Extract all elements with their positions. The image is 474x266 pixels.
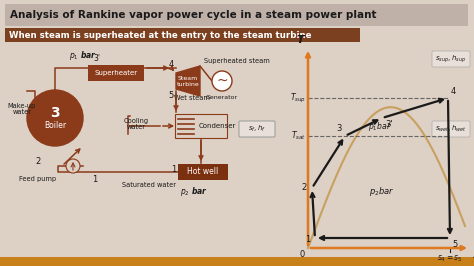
Text: $p_2 bar$: $p_2 bar$ bbox=[369, 185, 395, 198]
Text: Generator: Generator bbox=[206, 95, 238, 100]
Circle shape bbox=[212, 71, 232, 91]
Text: water: water bbox=[12, 109, 31, 115]
Text: $p_1$ bar: $p_1$ bar bbox=[69, 48, 97, 61]
Text: $s_{wet}, h_{wet}$: $s_{wet}, h_{wet}$ bbox=[435, 124, 467, 134]
Text: 2: 2 bbox=[302, 184, 307, 193]
Text: Saturated water: Saturated water bbox=[122, 182, 176, 188]
Text: Feed pump: Feed pump bbox=[19, 176, 56, 182]
FancyBboxPatch shape bbox=[432, 51, 470, 67]
Text: $T_{sup}$: $T_{sup}$ bbox=[290, 92, 306, 105]
Text: 5: 5 bbox=[169, 91, 174, 100]
Text: $s_{sup}, h_{sup}$: $s_{sup}, h_{sup}$ bbox=[436, 53, 466, 65]
Text: Steam: Steam bbox=[178, 76, 198, 81]
Text: s: s bbox=[473, 250, 474, 260]
Text: 4: 4 bbox=[169, 60, 174, 69]
Text: Superheater: Superheater bbox=[94, 70, 137, 76]
Bar bbox=[5, 28, 360, 42]
Text: 5: 5 bbox=[452, 240, 457, 249]
Text: Wet steam: Wet steam bbox=[174, 95, 210, 101]
Bar bbox=[175, 114, 227, 138]
Text: 1: 1 bbox=[92, 174, 98, 184]
Bar bbox=[88, 65, 144, 81]
Text: $p_1 bar$: $p_1 bar$ bbox=[368, 120, 392, 133]
Text: $s_4 = s_5$: $s_4 = s_5$ bbox=[437, 253, 463, 264]
Text: $p_2$ bar: $p_2$ bar bbox=[180, 185, 208, 198]
Text: 2: 2 bbox=[36, 156, 41, 165]
Bar bbox=[5, 4, 468, 26]
Text: $s_f, h_f$: $s_f, h_f$ bbox=[248, 124, 266, 134]
Bar bbox=[0, 257, 474, 266]
Text: Make-up: Make-up bbox=[8, 103, 36, 109]
Text: 3: 3 bbox=[337, 124, 342, 133]
Text: 3: 3 bbox=[50, 106, 60, 120]
Text: water: water bbox=[127, 124, 146, 130]
Text: Hot well: Hot well bbox=[187, 168, 219, 177]
Bar bbox=[178, 164, 228, 180]
Polygon shape bbox=[176, 66, 200, 96]
Text: Superheated steam: Superheated steam bbox=[204, 58, 270, 64]
FancyBboxPatch shape bbox=[432, 121, 470, 137]
Text: When steam is superheated at the entry to the steam turbine: When steam is superheated at the entry t… bbox=[9, 31, 311, 39]
Text: 0: 0 bbox=[300, 250, 305, 259]
Text: 4: 4 bbox=[451, 87, 456, 96]
Text: Analysis of Rankine vapor power cycle in a steam power plant: Analysis of Rankine vapor power cycle in… bbox=[10, 10, 376, 20]
Text: Condenser: Condenser bbox=[198, 123, 236, 129]
Text: Boiler: Boiler bbox=[44, 120, 66, 130]
Text: 3': 3' bbox=[385, 120, 392, 129]
Circle shape bbox=[27, 90, 83, 146]
FancyBboxPatch shape bbox=[239, 121, 275, 137]
Text: ~: ~ bbox=[216, 74, 228, 88]
Text: T: T bbox=[296, 35, 304, 45]
Text: $T_{sat}$: $T_{sat}$ bbox=[291, 130, 306, 142]
Text: 3': 3' bbox=[93, 54, 100, 63]
Text: 1: 1 bbox=[305, 235, 310, 243]
Text: Cooling: Cooling bbox=[123, 118, 148, 124]
Circle shape bbox=[66, 159, 80, 173]
Text: 1: 1 bbox=[171, 164, 176, 173]
Text: turbine: turbine bbox=[177, 82, 200, 88]
